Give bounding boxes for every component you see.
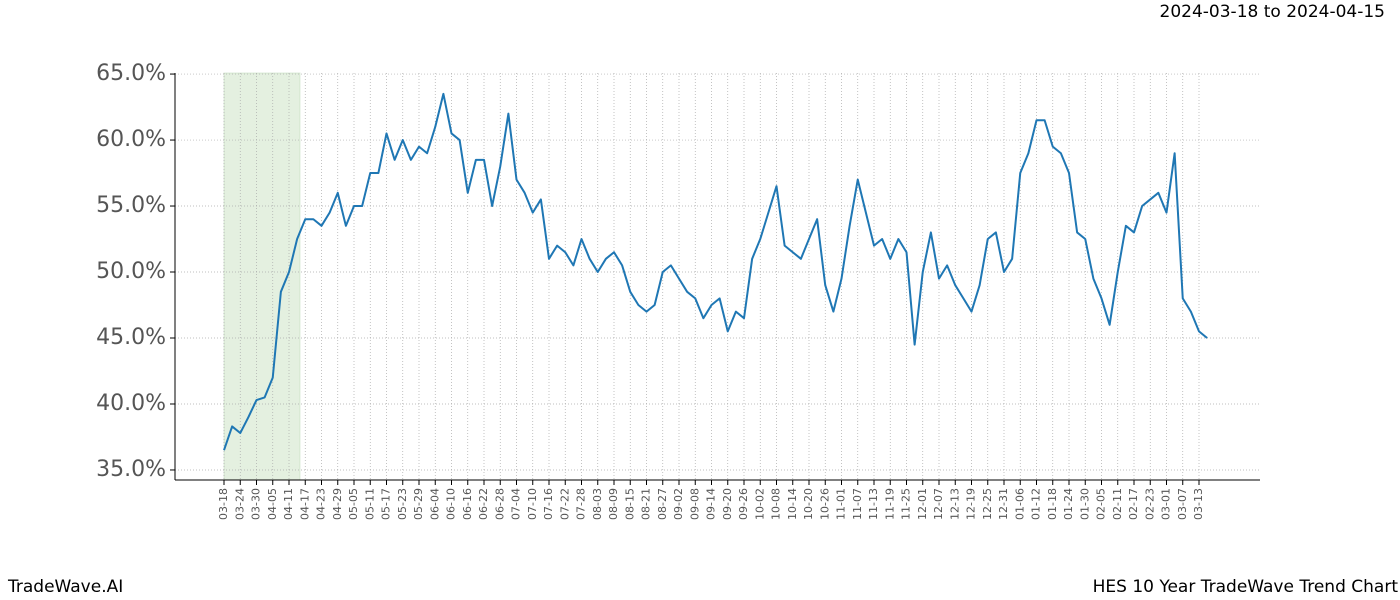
x-tick-label: 09-14 (705, 488, 718, 520)
x-tick-label: 12-13 (948, 488, 961, 520)
x-tick-label: 12-01 (916, 488, 929, 520)
x-tick-label: 12-25 (981, 488, 994, 520)
x-tick-label: 09-26 (737, 488, 750, 520)
x-tick-label: 04-17 (298, 488, 311, 520)
chart-subtitle: 2024-03-18 to 2024-04-15 (1160, 2, 1385, 22)
x-tick-label: 03-24 (233, 488, 246, 520)
x-tick-label: 08-27 (656, 488, 669, 520)
x-tick-label: 03-30 (250, 488, 263, 520)
x-tick-label: 04-11 (282, 488, 295, 520)
x-tick-label: 01-24 (1062, 488, 1075, 520)
y-tick-label: 65.0% (96, 61, 166, 86)
x-tick-label: 02-05 (1095, 488, 1108, 520)
y-tick-label: 60.0% (96, 127, 166, 152)
x-tick-label: 06-28 (493, 488, 506, 520)
x-tick-label: 02-11 (1111, 488, 1124, 520)
x-tick-label: 06-04 (428, 488, 441, 520)
x-tick-label: 04-05 (266, 488, 279, 520)
x-tick-label: 03-13 (1192, 488, 1205, 520)
x-tick-label: 06-10 (445, 488, 458, 520)
x-tick-label: 03-07 (1176, 488, 1189, 520)
x-tick-label: 12-07 (932, 488, 945, 520)
x-tick-label: 05-29 (412, 488, 425, 520)
x-tick-label: 01-30 (1078, 488, 1091, 520)
x-tick-label: 02-17 (1127, 488, 1140, 520)
x-tick-label: 03-18 (217, 488, 230, 520)
x-tick-label: 01-12 (1030, 488, 1043, 520)
x-tick-label: 07-22 (558, 488, 571, 520)
x-tick-label: 09-08 (688, 488, 701, 520)
x-tick-label: 01-18 (1046, 488, 1059, 520)
y-tick-label: 35.0% (96, 457, 166, 482)
x-tick-label: 11-07 (851, 488, 864, 520)
chart-title: HES 10 Year TradeWave Trend Chart (1093, 577, 1399, 597)
line-series (223, 92, 1208, 451)
x-tick-label: 11-25 (900, 488, 913, 520)
x-tick-label: 08-03 (591, 488, 604, 520)
x-tick-label: 05-23 (396, 488, 409, 520)
y-tick-label: 40.0% (96, 391, 166, 416)
x-tick-label: 10-02 (753, 488, 766, 520)
x-tick-label: 05-11 (363, 488, 376, 520)
x-tick-label: 11-13 (867, 488, 880, 520)
x-tick-label: 09-20 (721, 488, 734, 520)
x-tick-label: 11-01 (835, 488, 848, 520)
x-tick-label: 10-20 (802, 488, 815, 520)
x-tick-label: 08-15 (623, 488, 636, 520)
x-tick-label: 12-19 (965, 488, 978, 520)
x-tick-label: 01-06 (1013, 488, 1026, 520)
x-tick-label: 07-04 (510, 488, 523, 520)
x-tick-label: 12-31 (997, 488, 1010, 520)
brand: TradeWave.AI (7, 577, 123, 597)
x-tick-label: 03-01 (1160, 488, 1173, 520)
x-tick-label: 05-05 (347, 488, 360, 520)
x-tick-label: 06-16 (461, 488, 474, 520)
x-tick-label: 07-28 (575, 488, 588, 520)
x-tick-label: 05-17 (380, 488, 393, 520)
x-tick-label: 10-14 (786, 488, 799, 520)
x-tick-label: 08-09 (607, 488, 620, 520)
x-tick-label: 10-26 (818, 488, 831, 520)
x-tick-label: 04-29 (331, 488, 344, 520)
highlight-span (223, 72, 301, 481)
x-tick-label: 02-23 (1143, 488, 1156, 520)
y-tick-label: 50.0% (96, 259, 166, 284)
x-tick-label: 11-19 (883, 488, 896, 520)
x-tick-label: 08-21 (640, 488, 653, 520)
x-tick-label: 06-22 (477, 488, 490, 520)
x-tick-label: 07-16 (542, 488, 555, 520)
x-tick-label: 09-02 (672, 488, 685, 520)
x-tick-label: 10-08 (770, 488, 783, 520)
y-tick-label: 55.0% (96, 193, 166, 218)
x-tick-label: 07-10 (526, 488, 539, 520)
y-tick-label: 45.0% (96, 325, 166, 350)
x-tick-label: 04-23 (315, 488, 328, 520)
